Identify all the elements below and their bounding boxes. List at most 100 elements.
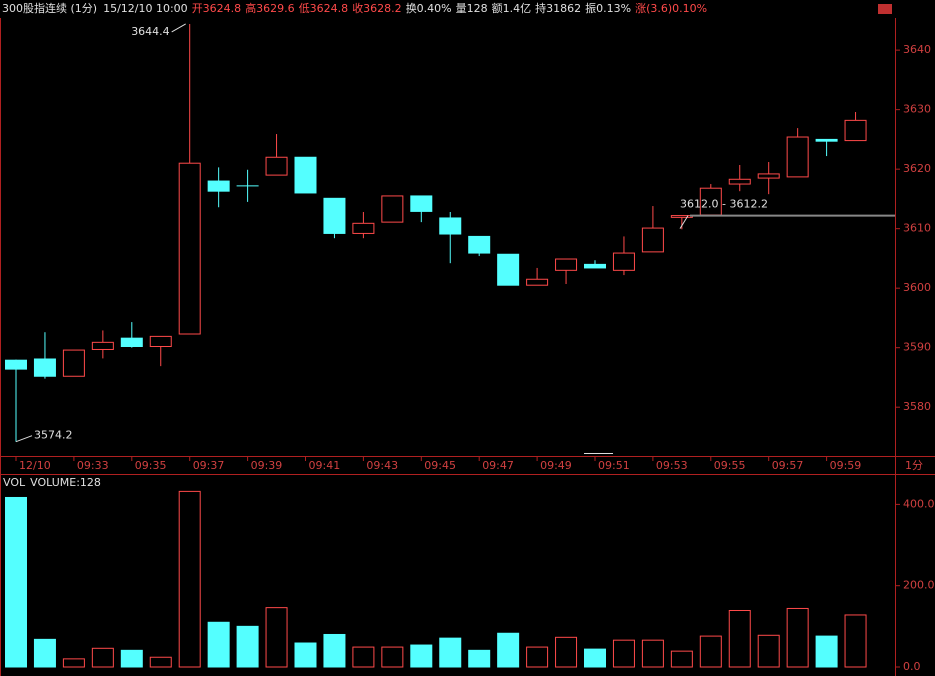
- volume-bar: [612, 639, 635, 668]
- candle-body: [33, 358, 56, 377]
- volume-bar: [641, 639, 664, 668]
- header-item: 持31862: [535, 1, 581, 15]
- volume-bar: [699, 635, 722, 668]
- x-tick-label: 09:59: [830, 459, 862, 472]
- candle-body: [670, 215, 693, 218]
- x-unit: 1分: [905, 459, 923, 472]
- header-item: 收3628.2: [352, 1, 402, 15]
- volume-bar: [178, 490, 201, 668]
- candle-body: [555, 258, 578, 271]
- volume-bar: [62, 658, 85, 668]
- x-tick-label: 12/10: [19, 459, 51, 472]
- candle-body: [497, 253, 520, 286]
- y-tick-label: 3630: [903, 103, 931, 116]
- x-tick-label: 09:37: [193, 459, 225, 472]
- candle-body: [5, 359, 27, 370]
- x-tick-label: 09:57: [772, 459, 804, 472]
- datetime: 15/12/10 10:00: [103, 2, 188, 15]
- candle-body: [526, 278, 549, 286]
- volume-bar: [757, 634, 780, 668]
- volume-label: VOL: [3, 476, 26, 489]
- x-tick-label: 09:33: [77, 459, 109, 472]
- volume-bar: [439, 637, 462, 668]
- volume-bar: [323, 633, 346, 668]
- candle-body: [207, 180, 230, 192]
- x-tick-label: 09:53: [656, 459, 688, 472]
- candle-body: [352, 222, 375, 234]
- volume-bar: [497, 632, 520, 668]
- annotation: 3644.4: [131, 25, 170, 38]
- header-item: 涨(3.6)0.10%: [635, 2, 707, 15]
- volume-bar: [294, 642, 317, 668]
- candle-body: [62, 349, 85, 377]
- y-tick-label: 0.0: [903, 660, 921, 673]
- y-tick-label: 3600: [903, 281, 931, 294]
- volume-bar: [526, 646, 549, 668]
- candle-body: [584, 263, 606, 269]
- candle-body: [728, 178, 751, 185]
- candle-body: [381, 195, 404, 223]
- y-tick-label: 3640: [903, 43, 931, 56]
- volume-bar: [555, 636, 578, 668]
- y-tick-label: 3610: [903, 222, 931, 235]
- y-tick-label: 3590: [903, 341, 931, 354]
- leader-line: [15, 435, 33, 443]
- x-tick-label: 09:47: [482, 459, 514, 472]
- y-tick-label: 400.0: [903, 497, 935, 510]
- y-tick-label: 3580: [903, 400, 931, 413]
- x-tick-label: 09:49: [540, 459, 572, 472]
- candle-body: [844, 119, 867, 142]
- candle-body: [120, 337, 143, 348]
- x-tick-label: 09:39: [251, 459, 283, 472]
- candle-body: [323, 197, 346, 234]
- header-item: 开3624.8: [192, 2, 242, 15]
- volume-bar: [410, 644, 433, 668]
- volume-bar: [786, 607, 809, 668]
- volume-bar: [5, 496, 27, 668]
- header-item: 量128: [456, 2, 488, 15]
- volume-bar: [236, 625, 259, 668]
- settings-icon[interactable]: [878, 4, 892, 14]
- volume-bar: [468, 649, 491, 668]
- annotation: 3574.2: [34, 429, 73, 442]
- header-item: 振0.13%: [585, 1, 631, 15]
- candle-body: [294, 156, 317, 194]
- x-tick-label: 09:43: [366, 459, 398, 472]
- candle-body: [468, 235, 491, 254]
- volume-bar: [815, 635, 838, 668]
- chart-title: 300股指连续 (1分): [2, 1, 97, 15]
- volume-bar: [352, 646, 375, 668]
- candle-body: [91, 341, 114, 350]
- candle-body: [439, 217, 462, 235]
- candle-body: [641, 227, 664, 253]
- leader-line: [171, 23, 186, 33]
- range-leader: [679, 215, 689, 229]
- x-tick-label: 09:45: [424, 459, 456, 472]
- x-tick-label: 09:41: [309, 459, 341, 472]
- candle-body: [612, 252, 635, 271]
- candle-body: [149, 335, 172, 347]
- volume-bar: [207, 621, 230, 668]
- x-tick-label: 09:35: [135, 459, 167, 472]
- volume-bar: [670, 650, 693, 668]
- candle-body: [410, 195, 433, 212]
- candle-body: [265, 156, 288, 176]
- candle-body: [757, 173, 780, 179]
- header-item: 高3629.6: [245, 1, 295, 15]
- y-tick-label: 200.0: [903, 579, 935, 592]
- range-label: 3612.0 - 3612.2: [680, 198, 768, 211]
- candle-body: [178, 162, 201, 335]
- volume-bar: [844, 614, 867, 668]
- header-item: 额1.4亿: [492, 2, 532, 15]
- header-item: 低3624.8: [299, 2, 349, 15]
- volume-bar: [584, 648, 606, 668]
- volume-bar: [728, 609, 751, 668]
- volume-bar: [149, 656, 172, 668]
- volume-bar: [265, 607, 288, 668]
- y-tick-label: 3620: [903, 162, 931, 175]
- volume-bar: [33, 638, 56, 668]
- candle-body: [815, 138, 838, 142]
- volume-title: VOLUME:128: [30, 476, 101, 489]
- volume-bar: [381, 646, 404, 668]
